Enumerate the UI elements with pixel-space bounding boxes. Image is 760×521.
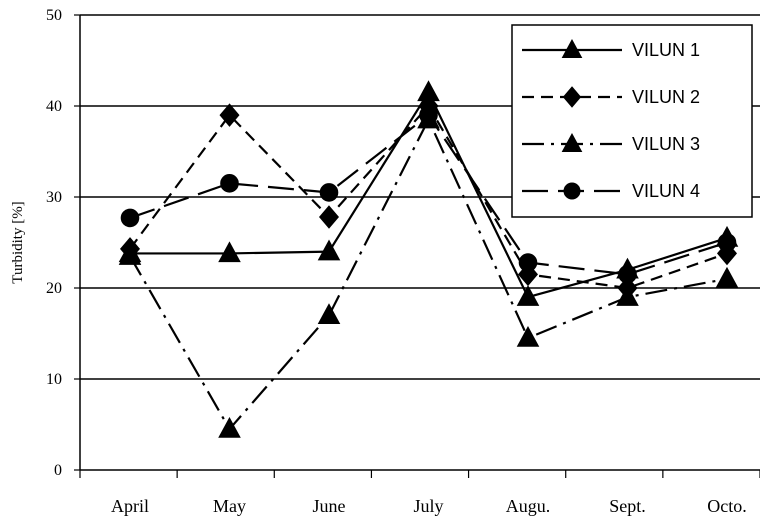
y-tick-labels: 0 10 20 30 40 50 <box>46 7 62 479</box>
y-tick-label: 0 <box>54 462 62 479</box>
y-tick-label: 20 <box>46 280 62 297</box>
legend-label: VILUN 1 <box>632 40 700 60</box>
legend-box <box>511 24 753 218</box>
data-point <box>118 244 142 265</box>
data-point <box>120 208 140 228</box>
data-point <box>220 174 239 193</box>
data-point <box>419 105 438 125</box>
x-tick-label: April <box>111 496 149 516</box>
y-tick-label: 30 <box>46 189 62 206</box>
axes <box>74 14 760 478</box>
y-tick-label: 50 <box>46 7 62 24</box>
data-point <box>219 103 240 127</box>
data-point <box>317 239 341 261</box>
series-vilun-4 <box>120 105 737 284</box>
data-point <box>319 183 339 202</box>
data-point <box>715 266 739 288</box>
x-tick-label: June <box>313 496 346 516</box>
x-tick-labels: April May June July Augu. Sept. Octo. <box>111 496 747 516</box>
legend-label: VILUN 2 <box>632 87 700 107</box>
legend-label: VILUN 3 <box>632 134 700 154</box>
legend-marker <box>563 182 581 200</box>
legend-marker <box>561 132 583 152</box>
data-point <box>516 326 540 347</box>
data-point <box>318 205 340 229</box>
x-tick-label: July <box>413 496 443 516</box>
x-tick-label: Augu. <box>506 496 551 516</box>
data-point <box>717 233 737 252</box>
y-axis-label: Turbidity [%] <box>10 201 26 283</box>
data-point <box>618 265 637 284</box>
data-point <box>518 253 538 272</box>
data-point <box>616 285 639 306</box>
x-tick-label: Octo. <box>707 496 747 516</box>
legend-marker <box>562 86 582 108</box>
data-point <box>317 303 341 325</box>
y-tick-label: 40 <box>46 98 62 115</box>
x-tick-label: Sept. <box>609 496 646 516</box>
data-point <box>218 417 241 438</box>
x-tick-label: May <box>213 496 246 516</box>
legend: VILUN 1 VILUN 2 VILUN 3 VILUN 4 <box>511 24 753 218</box>
data-point <box>516 285 540 306</box>
legend-marker <box>561 38 583 58</box>
y-tick-label: 10 <box>46 371 62 388</box>
legend-label: VILUN 4 <box>632 181 700 201</box>
data-series <box>118 80 739 438</box>
data-point <box>218 241 241 263</box>
